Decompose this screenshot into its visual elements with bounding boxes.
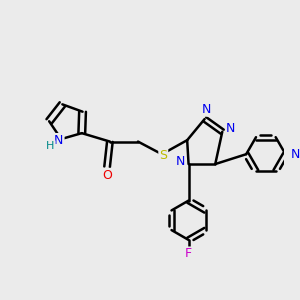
Text: N: N <box>176 155 185 168</box>
Text: N: N <box>226 122 236 135</box>
Text: N: N <box>201 103 211 116</box>
Text: F: F <box>185 248 192 260</box>
Text: N: N <box>54 134 64 147</box>
Text: S: S <box>159 149 167 162</box>
Text: N: N <box>291 148 300 161</box>
Text: H: H <box>46 141 55 151</box>
Text: O: O <box>102 169 112 182</box>
